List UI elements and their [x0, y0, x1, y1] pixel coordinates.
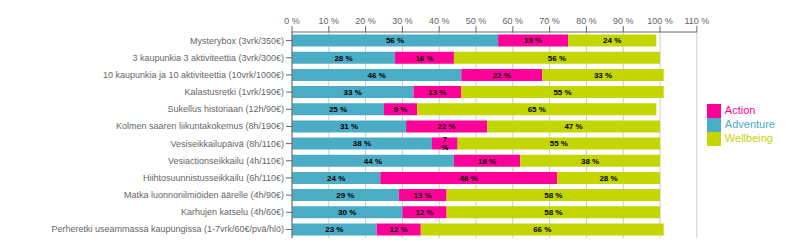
svg-text:48 %: 48 %	[460, 174, 478, 183]
svg-text:55 %: 55 %	[550, 139, 568, 148]
svg-text:23 %: 23 %	[325, 225, 343, 234]
svg-text:30 %: 30 %	[392, 16, 413, 26]
svg-text:33 %: 33 %	[344, 88, 362, 97]
svg-text:29 %: 29 %	[336, 191, 354, 200]
svg-text:58 %: 58 %	[544, 208, 562, 217]
svg-text:44 %: 44 %	[364, 157, 382, 166]
svg-text:46 %: 46 %	[368, 71, 386, 80]
svg-text:24 %: 24 %	[327, 174, 345, 183]
svg-text:20 %: 20 %	[355, 16, 376, 26]
svg-text:12 %: 12 %	[390, 225, 408, 234]
svg-text:50 %: 50 %	[466, 16, 487, 26]
svg-text:70 %: 70 %	[539, 16, 560, 26]
svg-text:65 %: 65 %	[528, 105, 546, 114]
svg-text:18 %: 18 %	[478, 157, 496, 166]
svg-text:110 %: 110 %	[684, 16, 709, 26]
svg-text:80 %: 80 %	[576, 16, 597, 26]
svg-text:38 %: 38 %	[353, 139, 371, 148]
svg-text:Perheretki useammassa kaupungi: Perheretki useammassa kaupungissa (1-7vr…	[51, 224, 284, 234]
svg-text:Kalastusretki (1vrk/190€): Kalastusretki (1vrk/190€)	[184, 87, 284, 97]
svg-text:Kolmen saaren liikuntakokemus: Kolmen saaren liikuntakokemus (8h/190€)	[116, 121, 284, 131]
svg-text:13 %: 13 %	[428, 88, 446, 97]
svg-text:90 %: 90 %	[613, 16, 634, 26]
svg-text:0 %: 0 %	[284, 16, 300, 26]
svg-text:60 %: 60 %	[503, 16, 524, 26]
svg-text:30 %: 30 %	[338, 208, 356, 217]
svg-text:Karhujen katselu (4h/60€): Karhujen katselu (4h/60€)	[181, 207, 284, 217]
svg-text:55 %: 55 %	[553, 88, 571, 97]
svg-text:Matka luonnonilmiöiden äärelle: Matka luonnonilmiöiden äärelle (4h/90€)	[124, 190, 284, 200]
svg-text:12 %: 12 %	[415, 208, 433, 217]
svg-text:56 %: 56 %	[548, 54, 566, 63]
svg-text:Vesiactionseikkailu (4h/110€): Vesiactionseikkailu (4h/110€)	[168, 156, 284, 166]
svg-text:22 %: 22 %	[437, 122, 455, 131]
svg-text:9 %: 9 %	[394, 105, 408, 114]
svg-text:Mysterybox (3vrk/350€): Mysterybox (3vrk/350€)	[190, 36, 284, 46]
svg-text:28 %: 28 %	[599, 174, 617, 183]
html-text:Wellbeing: Wellbeing	[724, 132, 773, 144]
svg-text:3 kaupunkia 3 aktiviteettia (3: 3 kaupunkia 3 aktiviteettia (3vrk/300€)	[132, 53, 284, 63]
html-text:Action: Action	[724, 103, 756, 116]
svg-text:22 %: 22 %	[493, 71, 511, 80]
svg-text:28 %: 28 %	[334, 54, 352, 63]
svg-text:7%: 7%	[441, 135, 448, 152]
svg-text:33 %: 33 %	[594, 71, 612, 80]
svg-text:10 kaupunkia ja 10 aktiviteett: 10 kaupunkia ja 10 aktiviteettia (10vrk/…	[103, 70, 284, 80]
svg-text:25 %: 25 %	[329, 105, 347, 114]
html-text:Adventure: Adventure	[724, 118, 775, 130]
svg-text:56 %: 56 %	[386, 36, 404, 45]
svg-text:100 %: 100 %	[647, 16, 673, 26]
svg-text:24 %: 24 %	[603, 36, 621, 45]
svg-text:38 %: 38 %	[581, 157, 599, 166]
svg-text:Hiihtosuunnistusseikkailu (6h/: Hiihtosuunnistusseikkailu (6h/110€)	[143, 173, 284, 183]
svg-text:Vesiseikkailupäivä (8h/110€): Vesiseikkailupäivä (8h/110€)	[171, 139, 284, 149]
svg-text:58 %: 58 %	[544, 191, 562, 200]
svg-text:47 %: 47 %	[564, 122, 582, 131]
svg-text:40 %: 40 %	[429, 16, 450, 26]
svg-text:Sukellus historiaan (12h/90€): Sukellus historiaan (12h/90€)	[167, 104, 284, 114]
svg-text:66 %: 66 %	[533, 225, 551, 234]
svg-text:16 %: 16 %	[415, 54, 433, 63]
svg-text:10 %: 10 %	[319, 16, 340, 26]
svg-text:13 %: 13 %	[414, 191, 432, 200]
svg-text:19 %: 19 %	[524, 36, 542, 45]
svg-text:31 %: 31 %	[340, 122, 358, 131]
